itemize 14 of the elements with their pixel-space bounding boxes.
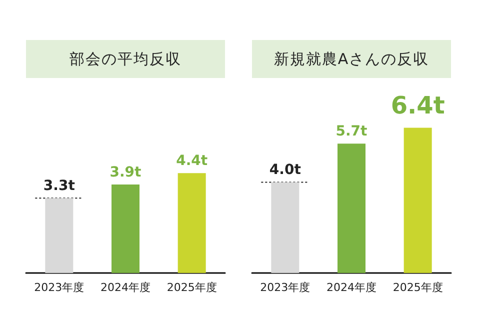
data-label: 5.7t — [336, 124, 368, 140]
data-label: 4.0t — [269, 162, 302, 178]
chart-title: 部会の平均反収 — [26, 40, 225, 78]
x-tick-label: 2024年度 — [326, 281, 376, 294]
data-label: 3.3t — [43, 178, 76, 194]
x-tick-label: 2025年度 — [392, 281, 443, 294]
x-tick-label: 2023年度 — [260, 281, 310, 294]
x-tick-label: 2025年度 — [166, 281, 217, 294]
x-tick-label: 2024年度 — [100, 281, 150, 294]
x-tick-label: 2023年度 — [34, 281, 84, 294]
data-label: 3.9t — [110, 164, 142, 180]
chart-title: 新規就農Aさんの反収 — [252, 40, 451, 78]
data-label: 4.4t — [176, 153, 208, 170]
data-label: 6.4t — [390, 92, 445, 120]
